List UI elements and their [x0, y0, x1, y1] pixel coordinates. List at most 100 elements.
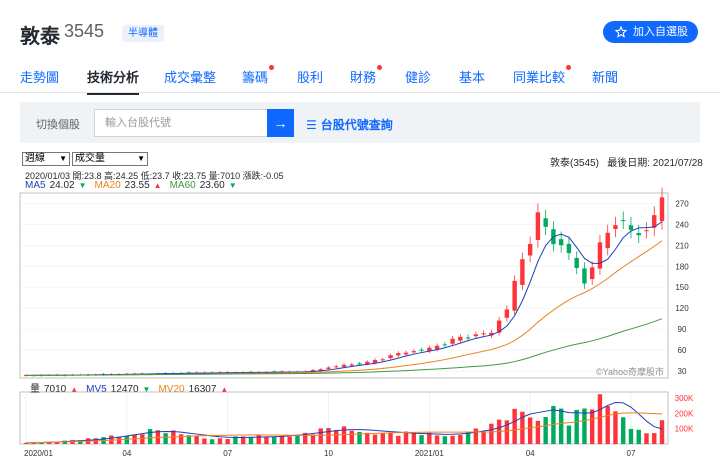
- tab-label: 籌碼: [242, 70, 269, 85]
- search-submit-button[interactable]: →: [267, 109, 294, 137]
- price-tick-label: 180: [675, 262, 689, 271]
- tab-label: 技術分析: [87, 70, 140, 85]
- tab-7[interactable]: 基本: [459, 67, 485, 86]
- legend-label: MV5: [86, 384, 107, 395]
- volume-bar: [543, 417, 548, 444]
- add-to-watchlist-button[interactable]: 加入自選股: [603, 21, 698, 43]
- price-tick-label: 210: [675, 241, 689, 250]
- candle-body: [597, 242, 603, 269]
- volume-bar: [318, 428, 323, 444]
- stock-code-lookup-link[interactable]: ☰ 台股代號查詢: [306, 116, 393, 133]
- volume-bar: [396, 435, 401, 444]
- volume-bar: [613, 411, 618, 444]
- volume-bar: [512, 408, 517, 444]
- stock-code: 3545: [64, 21, 105, 41]
- volume-bar: [481, 432, 486, 444]
- tab-label: 財務: [350, 70, 377, 85]
- tab-1[interactable]: 技術分析: [87, 67, 140, 95]
- chart-meta: 敦泰(3545) 最後日期: 2021/07/28: [550, 154, 703, 169]
- candle-body: [605, 232, 610, 249]
- ma5-line: [25, 221, 663, 376]
- volume-bar: [116, 436, 122, 444]
- tab-5[interactable]: 財務: [350, 65, 383, 86]
- price-tick-label: 270: [675, 199, 689, 208]
- volume-bar: [78, 440, 83, 444]
- stock-switch-bar: 切換個股 → ☰台股代號查詢: [20, 102, 700, 143]
- candle-body: [341, 364, 347, 367]
- volume-bar: [473, 428, 479, 444]
- volume-tick-label: 100K: [675, 425, 694, 434]
- candle-body: [535, 212, 541, 240]
- candle-body: [310, 370, 316, 372]
- volume-bar: [551, 405, 556, 444]
- candle-body: [473, 334, 479, 337]
- volume-bar: [589, 409, 595, 444]
- tab-label: 成交彙整: [164, 70, 217, 85]
- candle-body: [512, 280, 517, 311]
- industry-badge[interactable]: 半導體: [122, 25, 164, 42]
- candle-body: [427, 347, 432, 352]
- tab-label: 新聞: [592, 70, 619, 85]
- price-tick-label: 120: [675, 304, 689, 313]
- tab-0[interactable]: 走勢圖: [20, 67, 59, 86]
- volume-bar: [163, 433, 168, 444]
- last-date: 最後日期: 2021/07/28: [607, 158, 703, 169]
- candle-body: [558, 239, 564, 246]
- candle-body: [652, 215, 657, 228]
- candle-body: [365, 361, 370, 364]
- candle-body: [411, 351, 417, 353]
- volume-tick-label: 300K: [675, 394, 694, 403]
- indicator-select-value: 成交量: [75, 153, 105, 164]
- candle-body: [380, 359, 385, 361]
- legend-item: MV20 16307 ▲: [158, 384, 232, 395]
- tab-3[interactable]: 籌碼: [242, 65, 275, 86]
- chart-stock-title: 敦泰(3545): [550, 158, 599, 169]
- volume-bar: [47, 442, 52, 444]
- volume-legend: 量 7010 ▲ MV5 12470 ▼ MV20 16307 ▲: [30, 380, 236, 395]
- candle-body: [628, 225, 634, 230]
- volume-bar: [465, 431, 471, 444]
- tab-bar: 走勢圖 技術分析 成交彙整 籌碼 股利 財務 健診 基本 同業比較 新聞: [0, 60, 720, 95]
- candle-body: [403, 352, 409, 355]
- tab-2[interactable]: 成交彙整: [164, 67, 216, 86]
- volume-bar: [147, 429, 153, 444]
- candle-body: [613, 225, 618, 229]
- candle-body: [504, 309, 510, 318]
- volume-bar: [434, 435, 440, 444]
- indicator-select[interactable]: 成交量 ▼: [72, 152, 148, 166]
- tab-9[interactable]: 新聞: [592, 67, 618, 86]
- candle-body: [450, 338, 455, 344]
- candle-body: [458, 336, 463, 341]
- volume-bar: [574, 409, 579, 444]
- volume-bar: [597, 394, 603, 444]
- volume-bar: [582, 408, 587, 444]
- triangle-down-icon: ▼: [78, 181, 87, 190]
- period-select[interactable]: 週線 ▼: [22, 152, 70, 166]
- tab-4[interactable]: 股利: [297, 67, 323, 86]
- volume-bar: [489, 423, 494, 444]
- candle-body: [396, 353, 401, 356]
- legend-value: 16307: [188, 384, 217, 395]
- triangle-up-icon: ▲: [70, 385, 79, 394]
- tab-6[interactable]: 健診: [405, 67, 431, 86]
- tab-label: 走勢圖: [20, 70, 60, 85]
- candle-body: [636, 232, 641, 236]
- legend-label: 量: [30, 384, 40, 395]
- stock-search-input[interactable]: [94, 109, 267, 137]
- volume-bar: [295, 435, 300, 444]
- time-tick-label: 07: [627, 449, 636, 458]
- volume-bar: [233, 436, 238, 444]
- stock-header: 敦泰 3545 半導體 加入自選股: [0, 0, 720, 60]
- volume-bar: [388, 432, 393, 444]
- volume-bar: [458, 434, 463, 444]
- triangle-up-icon: ▲: [220, 385, 229, 394]
- candle-body: [582, 268, 587, 284]
- volume-bar: [659, 420, 665, 444]
- candle-body: [644, 230, 649, 232]
- candle-body: [465, 337, 471, 339]
- candle-body: [489, 332, 494, 336]
- tab-8[interactable]: 同業比較: [513, 65, 572, 86]
- volume-bar: [427, 432, 432, 444]
- period-select-value: 週線: [25, 153, 45, 164]
- price-tick-label: 90: [678, 325, 687, 334]
